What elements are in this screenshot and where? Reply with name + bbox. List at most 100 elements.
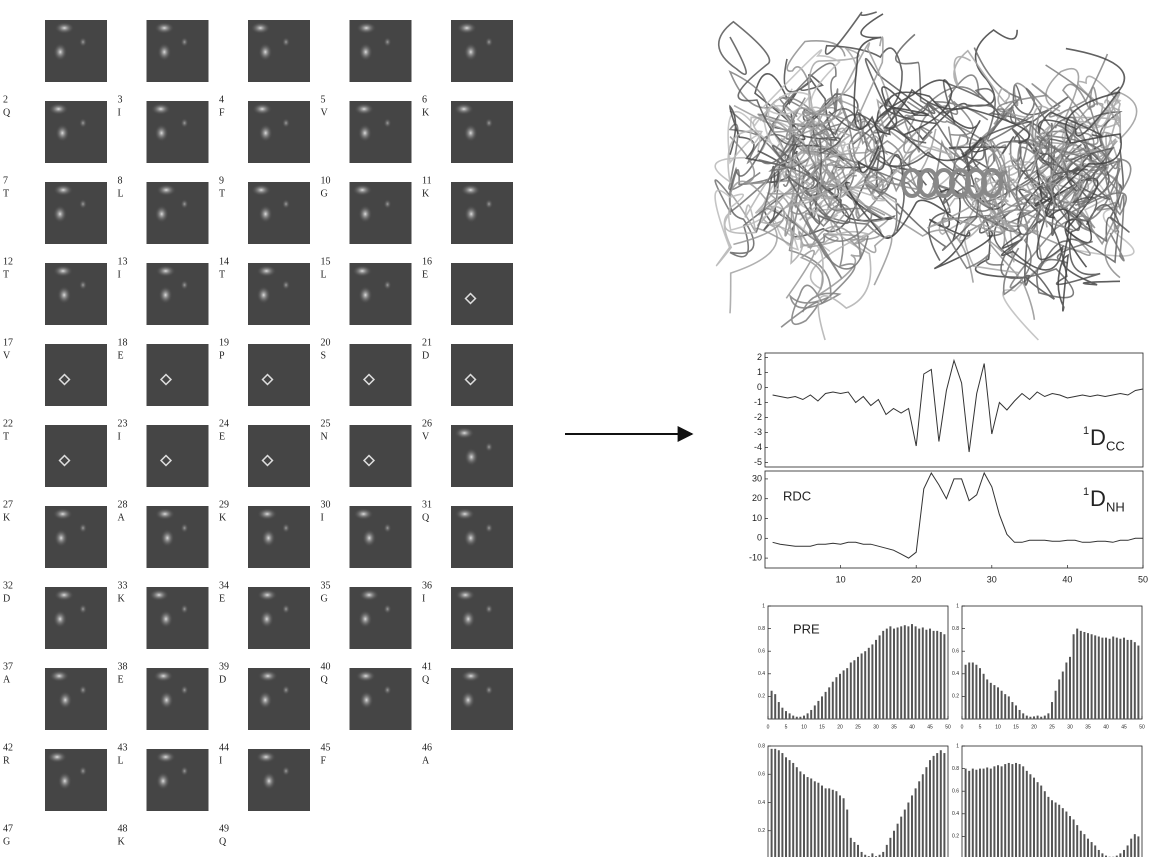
bar <box>1000 690 1003 719</box>
peak <box>359 589 380 601</box>
backbone-trace <box>798 210 893 286</box>
residue-number: 24 <box>219 418 229 429</box>
bar <box>1007 762 1010 857</box>
spectrum-tile <box>45 425 107 487</box>
bar <box>1097 849 1100 857</box>
bar <box>1051 800 1053 857</box>
peak <box>55 124 70 142</box>
bar <box>777 702 780 719</box>
peak <box>282 685 290 695</box>
peak <box>362 529 377 547</box>
residue-number: 42 <box>3 742 13 753</box>
residue-number: 38 <box>118 661 128 672</box>
residue-number: 23 <box>118 418 128 429</box>
x-tick-label: 40 <box>909 724 915 730</box>
bar <box>1072 819 1075 857</box>
residue-letter: E <box>118 350 124 361</box>
peak <box>53 265 74 277</box>
residue-number: 16 <box>422 256 432 267</box>
peak <box>463 124 478 142</box>
peak <box>362 373 376 386</box>
bar <box>1072 634 1075 719</box>
residue-letter: A <box>118 512 126 523</box>
plot-frame <box>961 745 1143 857</box>
peak <box>180 523 189 533</box>
residue-letter: E <box>219 431 225 442</box>
backbone-trace <box>1044 86 1122 219</box>
bar <box>900 626 903 719</box>
peak <box>352 265 373 277</box>
bar <box>900 816 903 857</box>
residue-number: 11 <box>422 175 432 186</box>
bar <box>842 670 845 719</box>
peak <box>352 184 373 196</box>
bar <box>979 668 981 719</box>
bar <box>1025 715 1028 719</box>
bar <box>1004 764 1007 857</box>
backbone-trace <box>729 136 845 237</box>
backbone-trace <box>1024 129 1067 228</box>
residue-number: 29 <box>219 499 229 510</box>
peak <box>259 610 274 628</box>
residue-number: 46 <box>422 742 432 753</box>
bar <box>1065 662 1068 719</box>
residue-number: 12 <box>3 256 13 267</box>
bar <box>982 673 985 719</box>
peak <box>79 604 87 614</box>
y-tick-label: 0.6 <box>758 772 765 778</box>
annotation: RDC <box>783 488 811 503</box>
y-tick-label: -2 <box>754 412 762 422</box>
bar <box>813 705 816 719</box>
plot-frame <box>764 352 1144 468</box>
residue-letter: P <box>219 350 225 361</box>
peak <box>460 670 481 682</box>
bar <box>817 700 820 719</box>
bar <box>993 685 996 719</box>
x-tick-label: 50 <box>1138 574 1148 584</box>
label-sub: NH <box>1106 499 1125 514</box>
bar <box>986 679 989 719</box>
bar <box>799 716 802 719</box>
peak <box>180 766 189 776</box>
bar <box>968 662 971 719</box>
bar <box>835 677 838 719</box>
bar <box>842 798 845 857</box>
peak <box>54 22 75 34</box>
spectrum-tile <box>45 344 107 406</box>
residue-number: 22 <box>3 418 13 429</box>
x-tick-label: 30 <box>1067 724 1073 730</box>
peak <box>157 43 172 61</box>
residue-number: 39 <box>219 661 229 672</box>
peak <box>356 22 377 34</box>
bar <box>1097 636 1100 719</box>
x-tick-label: 50 <box>945 724 951 730</box>
residue-number: 25 <box>321 418 331 429</box>
spectrum-tile <box>248 506 310 568</box>
bar <box>1004 694 1007 719</box>
y-tick-label: 0.4 <box>952 671 959 677</box>
bar <box>1076 628 1079 719</box>
bar <box>770 748 773 857</box>
y-tick-label: 0 <box>757 533 762 543</box>
peak <box>358 43 373 61</box>
residue-number: 14 <box>219 256 229 267</box>
bar <box>846 809 849 857</box>
y-tick-label: 0.6 <box>952 649 959 655</box>
bar <box>1036 715 1039 719</box>
bar <box>885 844 888 857</box>
residue-letter: E <box>219 593 225 604</box>
x-tick-label: 20 <box>837 724 843 730</box>
residue-number: 10 <box>321 175 331 186</box>
backbone-trace <box>790 158 888 223</box>
bar <box>777 750 780 857</box>
y-tick-label: 0.2 <box>758 694 765 700</box>
bar <box>795 716 798 719</box>
peak <box>485 685 493 695</box>
bar <box>1011 702 1014 719</box>
peak <box>180 280 189 290</box>
residue-number: 19 <box>219 337 229 348</box>
bar <box>1033 777 1035 857</box>
bar <box>1126 845 1129 857</box>
spectrum-tile <box>146 344 209 406</box>
y-tick-label: 0.6 <box>758 649 765 655</box>
